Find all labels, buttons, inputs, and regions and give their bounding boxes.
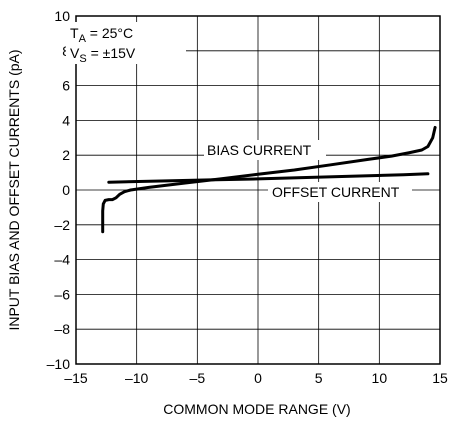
x-tick-labels: –15 –10 –5 0 5 10 15	[64, 370, 448, 386]
supply-voltage-condition: VS = ±15V	[70, 45, 136, 65]
y-axis-title: INPUT BIAS AND OFFSET CURRENTS (pA)	[6, 49, 22, 330]
x-tick-label: –10	[125, 370, 149, 386]
x-tick-label: 15	[432, 370, 448, 386]
series-lines	[101, 125, 437, 234]
bias-current-label: BIAS CURRENT	[207, 142, 312, 158]
x-tick-label: 0	[254, 370, 262, 386]
x-tick-label: 10	[372, 370, 388, 386]
bias-label-bg	[204, 140, 326, 160]
plot-frame	[75, 15, 441, 365]
conditions-box	[66, 22, 186, 64]
offset-label-bg	[268, 182, 412, 202]
y-tick-labels: 1086420–2–4–6–8–10	[47, 8, 71, 372]
y-tick-label: 6	[62, 78, 70, 94]
offset-current-line	[107, 172, 430, 184]
y-tick-label: 2	[62, 147, 70, 163]
x-tick-label: –15	[64, 370, 88, 386]
y-tick-label: –4	[54, 252, 70, 268]
y-tick-label: –10	[47, 356, 71, 372]
y-tick-label: 0	[62, 182, 70, 198]
y-tick-label: 10	[54, 8, 70, 24]
y-tick-label: 4	[62, 112, 70, 128]
bias-current-line	[101, 125, 437, 234]
x-axis-title: COMMON MODE RANGE (V)	[163, 401, 350, 417]
offset-current-label: OFFSET CURRENT	[272, 184, 400, 200]
temperature-condition: TA = 25°C	[70, 25, 133, 45]
y-tick-label: –8	[54, 321, 70, 337]
x-tick-label: –5	[190, 370, 206, 386]
x-tick-label: 5	[315, 370, 323, 386]
y-tick-label: –2	[54, 217, 70, 233]
y-tick-label: –6	[54, 286, 70, 302]
